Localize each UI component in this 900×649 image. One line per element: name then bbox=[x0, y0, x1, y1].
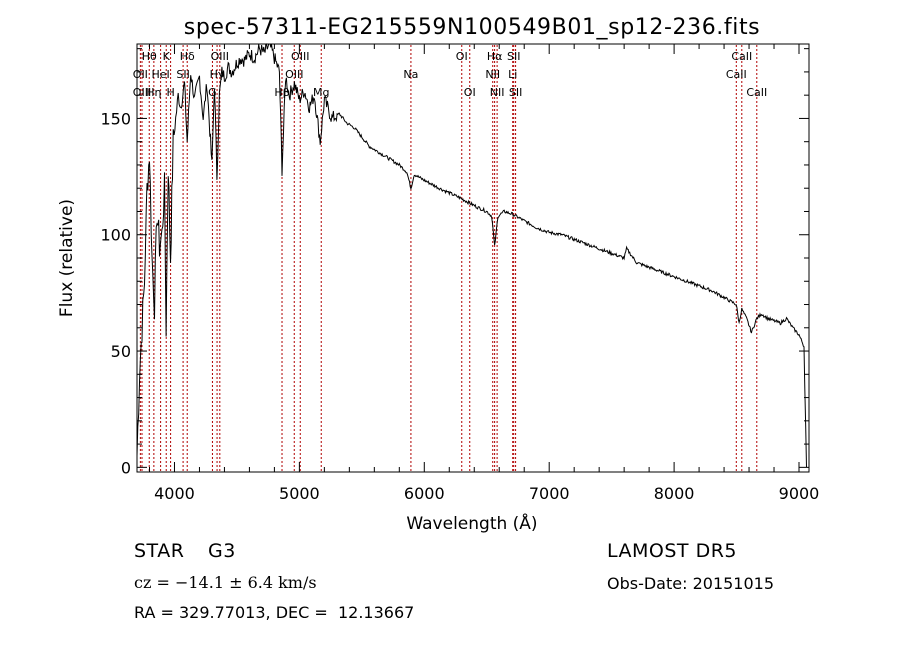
line-label: SII bbox=[176, 68, 189, 81]
x-tick-label: 8000 bbox=[654, 484, 695, 503]
line-label: Na bbox=[403, 68, 418, 81]
x-tick-label: 7000 bbox=[529, 484, 570, 503]
line-label: OI bbox=[464, 86, 476, 99]
line-label: Hη bbox=[146, 86, 161, 99]
line-label: Hα bbox=[487, 50, 503, 63]
x-axis-label: Wavelength (Å) bbox=[406, 512, 537, 534]
line-label: Hβ bbox=[274, 86, 289, 99]
y-tick-label: 50 bbox=[111, 342, 131, 361]
line-label: CaII bbox=[746, 86, 767, 99]
y-axis-label: Flux (relative) bbox=[57, 199, 77, 317]
chart-title: spec-57311-EG215559N100549B01_sp12-236.f… bbox=[184, 15, 760, 40]
y-tick-label: 150 bbox=[100, 109, 131, 128]
line-label: OIII bbox=[285, 68, 303, 81]
spectrum-series bbox=[136, 43, 807, 468]
line-label: NII bbox=[490, 86, 505, 99]
line-label: SII bbox=[507, 50, 520, 63]
line-label: Li bbox=[508, 68, 517, 81]
line-label: H bbox=[166, 86, 174, 99]
y-axis-ticks: 0 50 100 150 bbox=[100, 48, 809, 477]
x-tick-label: 5000 bbox=[279, 484, 320, 503]
redshift-velocity: cz = −14.1 ± 6.4 km/s bbox=[134, 573, 317, 592]
object-subclass: G3 bbox=[208, 540, 236, 562]
y-tick-label: 0 bbox=[121, 458, 131, 477]
x-axis-ticks: 4000 5000 6000 7000 8000 9000 bbox=[148, 44, 820, 503]
line-label: K bbox=[163, 50, 171, 63]
line-label: NII bbox=[485, 68, 500, 81]
x-tick-label: 4000 bbox=[154, 484, 195, 503]
line-label: Hδ bbox=[180, 50, 195, 63]
line-label: G bbox=[208, 86, 217, 99]
observation-date: Obs-Date: 20151015 bbox=[607, 574, 775, 593]
x-tick-label: 6000 bbox=[404, 484, 445, 503]
line-label: OI bbox=[456, 50, 468, 63]
line-label: OII bbox=[133, 68, 148, 81]
emission-line-markers bbox=[139, 45, 758, 471]
line-label: Mg bbox=[313, 86, 329, 99]
line-label: OIII bbox=[211, 50, 229, 63]
y-tick-label: 100 bbox=[100, 226, 131, 245]
line-label: OIII bbox=[291, 50, 309, 63]
plot-frame bbox=[136, 43, 810, 473]
line-label: CaII bbox=[731, 50, 752, 63]
spectrum-line bbox=[136, 43, 807, 468]
object-class: STAR bbox=[134, 540, 185, 562]
line-label: HeI bbox=[151, 68, 169, 81]
line-label: SII bbox=[509, 86, 522, 99]
line-label: OIII bbox=[133, 86, 151, 99]
survey-name: LAMOST DR5 bbox=[607, 540, 737, 562]
line-label: CaII bbox=[726, 68, 747, 81]
line-label: Hθ bbox=[142, 50, 157, 63]
sky-coordinates: RA = 329.77013, DEC = 12.13667 bbox=[134, 603, 415, 622]
x-tick-label: 9000 bbox=[779, 484, 820, 503]
